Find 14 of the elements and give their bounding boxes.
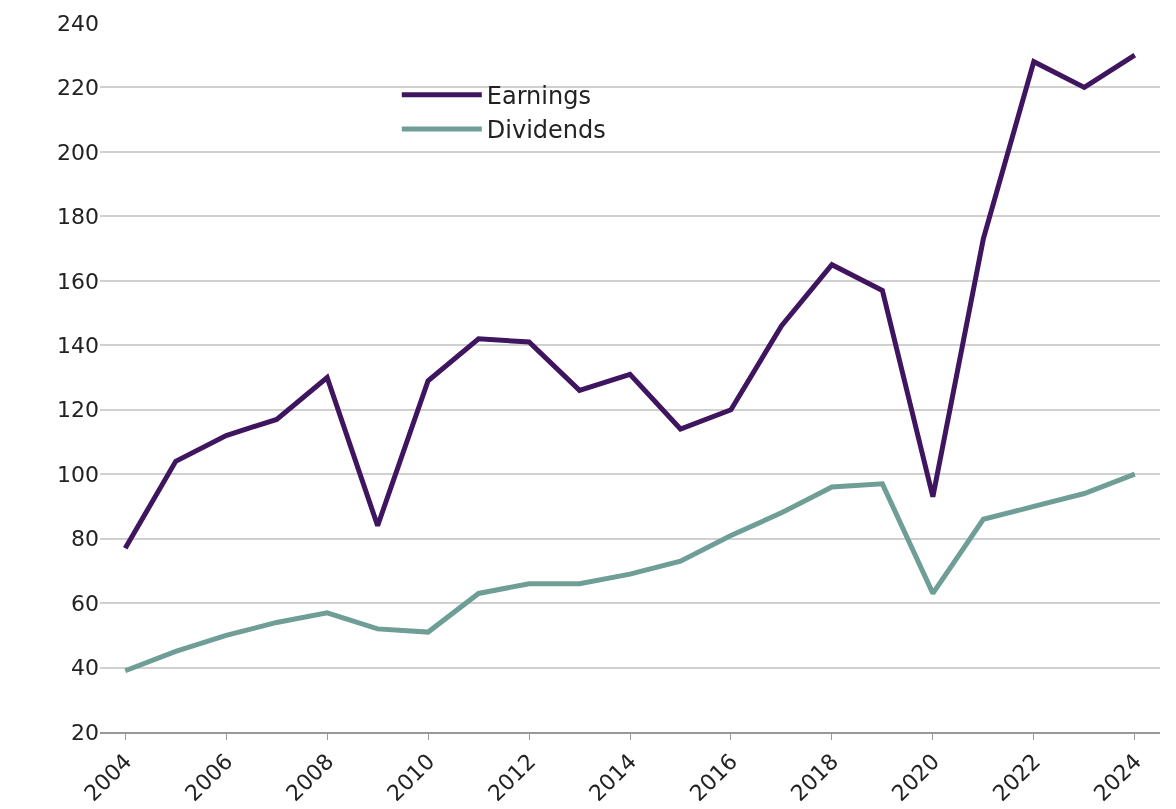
y-tick-label: 100: [57, 461, 99, 487]
y-tick-label: 160: [57, 268, 99, 294]
y-tick-label: 200: [57, 139, 99, 165]
y-tick-label: 20: [71, 719, 99, 745]
y-tick-label: 40: [71, 655, 99, 681]
y-tick-label: 180: [57, 204, 99, 230]
y-tick-label: 120: [57, 397, 99, 423]
y-tick-label: 60: [71, 590, 99, 616]
legend-label: Earnings: [486, 82, 591, 111]
legend-label: Dividends: [486, 116, 606, 145]
y-tick-label: 220: [57, 75, 99, 101]
y-tick-label: 140: [57, 332, 99, 358]
y-tick-label: 80: [71, 526, 99, 552]
y-tick-label: 240: [57, 10, 99, 36]
